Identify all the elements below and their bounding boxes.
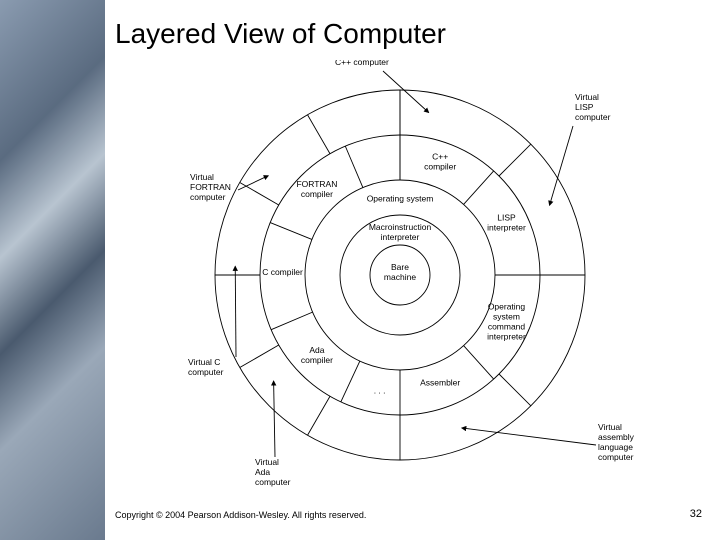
svg-text:language: language <box>598 442 633 452</box>
svg-text:Operating system: Operating system <box>367 194 434 204</box>
svg-text:compiler: compiler <box>301 189 333 199</box>
svg-text:FORTRAN: FORTRAN <box>296 179 337 189</box>
svg-text:Operating: Operating <box>488 302 526 312</box>
svg-text:command: command <box>488 322 526 332</box>
svg-text:computer: computer <box>575 112 611 122</box>
svg-text:Ada: Ada <box>255 467 270 477</box>
sidebar-decorative-image <box>0 0 105 540</box>
svg-text:LISP: LISP <box>575 102 594 112</box>
svg-text:assembly: assembly <box>598 432 635 442</box>
svg-text:computer: computer <box>190 192 226 202</box>
svg-text:Virtual C: Virtual C <box>188 357 220 367</box>
svg-text:Macroinstruction: Macroinstruction <box>369 222 432 232</box>
svg-text:FORTRAN: FORTRAN <box>190 182 231 192</box>
svg-text:C++: C++ <box>432 152 448 162</box>
page-number: 32 <box>690 508 702 520</box>
svg-text:computer: computer <box>188 367 224 377</box>
copyright-footer: Copyright © 2004 Pearson Addison-Wesley.… <box>115 510 366 520</box>
svg-text:computer: computer <box>598 452 634 462</box>
svg-text:. . .: . . . <box>374 386 386 396</box>
svg-text:LISP: LISP <box>497 212 516 222</box>
svg-text:system: system <box>493 312 520 322</box>
svg-text:computer: computer <box>255 477 291 487</box>
svg-text:Virtual: Virtual <box>598 422 622 432</box>
svg-text:interpreter: interpreter <box>381 232 420 242</box>
svg-text:Ada: Ada <box>309 345 324 355</box>
svg-text:interpreter: interpreter <box>487 332 526 342</box>
page-title: Layered View of Computer <box>115 18 446 50</box>
layered-computer-diagram: BaremachineMacroinstructioninterpreterOp… <box>120 60 680 490</box>
svg-text:C compiler: C compiler <box>262 267 303 277</box>
svg-text:compiler: compiler <box>301 355 333 365</box>
svg-text:compiler: compiler <box>424 162 456 172</box>
svg-text:Assembler: Assembler <box>420 377 460 387</box>
svg-text:Virtual: Virtual <box>255 457 279 467</box>
svg-text:C++ computer: C++ computer <box>335 60 389 67</box>
svg-text:Virtual: Virtual <box>190 172 214 182</box>
svg-text:Virtual: Virtual <box>575 92 599 102</box>
svg-text:machine: machine <box>384 272 416 282</box>
svg-text:Bare: Bare <box>391 262 409 272</box>
svg-text:interpreter: interpreter <box>487 222 526 232</box>
